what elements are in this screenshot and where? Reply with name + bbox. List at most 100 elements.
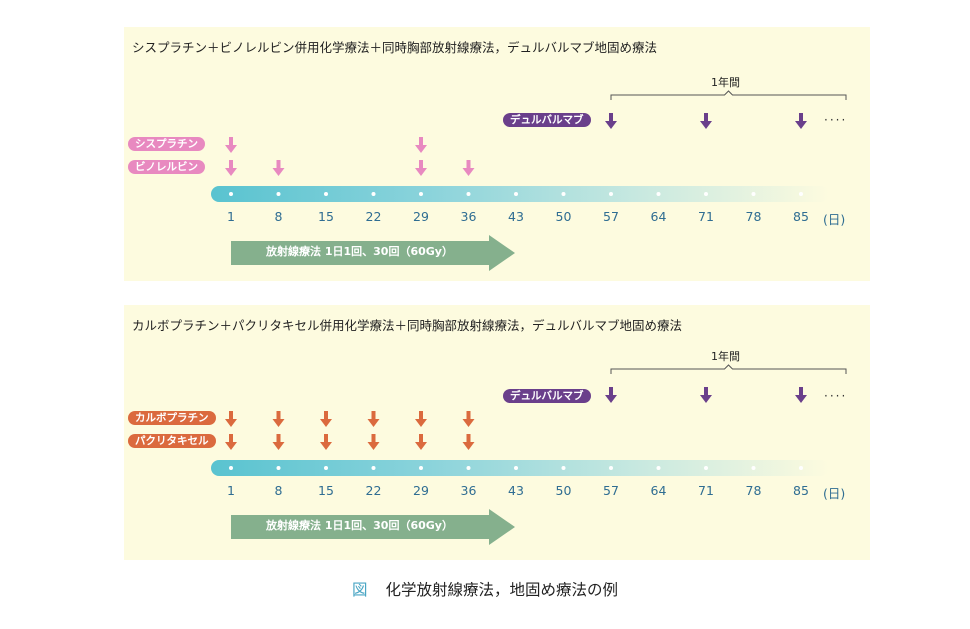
- radiation-period-arrow: [231, 235, 515, 271]
- tick-label: 1: [227, 483, 235, 498]
- radiation-label: 放射線療法 1日1回、30回（60Gy）: [266, 519, 453, 532]
- tick-label: 57: [603, 483, 619, 498]
- continuation-ellipsis: ····: [824, 113, 848, 127]
- timeline-dot: [229, 192, 233, 196]
- tick-label: 15: [318, 209, 334, 224]
- day-unit-label: (日): [823, 486, 846, 501]
- durvalumab-dose-arrow: [795, 387, 807, 403]
- timeline-dot: [561, 466, 566, 470]
- drug-b-dose-arrow: [415, 160, 427, 176]
- figure-label: 図: [351, 581, 368, 599]
- timeline-dot: [514, 466, 518, 470]
- tick-label: 57: [603, 209, 619, 224]
- timeline-dot: [324, 466, 328, 470]
- tick-label: 36: [460, 483, 477, 498]
- tick-label: 43: [508, 483, 524, 498]
- one-year-bracket: [610, 90, 847, 100]
- timeline-dot: [324, 192, 328, 196]
- timeline-dot: [371, 466, 376, 470]
- radiation-label: 放射線療法 1日1回、30回（60Gy）: [266, 245, 453, 258]
- tick-label: 78: [745, 483, 762, 498]
- day-timeline: [211, 186, 829, 202]
- durvalumab-dose-arrow: [700, 387, 712, 403]
- drug-b-dose-arrow: [462, 434, 475, 450]
- timeline-dot: [276, 192, 281, 196]
- durvalumab-dose-arrow: [605, 387, 617, 403]
- timeline-dot: [514, 192, 518, 196]
- tick-label: 50: [555, 209, 572, 224]
- timeline-dot: [799, 466, 803, 470]
- drug-b-dose-arrow: [320, 434, 332, 450]
- tick-label: 29: [413, 209, 429, 224]
- timeline-dot: [371, 192, 376, 196]
- panel-title: シスプラチン＋ビノレルビン併用化学療法＋同時胸部放射線療法，デュルバルマブ地固め…: [132, 40, 658, 55]
- drug-a-dose-arrow: [272, 411, 285, 427]
- drug-a-dose-arrow: [415, 411, 427, 427]
- dose-arrows-overlay: [225, 90, 847, 196]
- drug-b-dose-arrow: [462, 160, 475, 176]
- tick-label: 85: [793, 209, 809, 224]
- tick-label: 50: [555, 483, 572, 498]
- timeline-dot: [799, 192, 803, 196]
- drug-b-dose-arrow: [415, 434, 427, 450]
- timeline-dot: [751, 192, 756, 196]
- year-label: 1年間: [711, 350, 740, 363]
- drug-b-dose-arrow: [225, 160, 237, 176]
- tick-label: 36: [460, 209, 477, 224]
- drug-a-label: シスプラチン: [128, 137, 205, 151]
- drug-a-dose-arrow: [367, 411, 380, 427]
- tick-label: 64: [650, 483, 667, 498]
- timeline-dot: [276, 466, 281, 470]
- tick-label: 22: [365, 209, 382, 224]
- year-label: 1年間: [711, 76, 740, 89]
- timeline-dot: [656, 192, 661, 196]
- tick-label: 71: [698, 209, 714, 224]
- timeline-dot: [466, 466, 471, 470]
- timeline-dot: [704, 192, 708, 196]
- tick-label: 29: [413, 483, 429, 498]
- drug-a-dose-arrow: [415, 137, 427, 153]
- drug-b-label: ビノレルビン: [128, 160, 205, 174]
- drug-a-dose-arrow: [225, 411, 237, 427]
- timeline-dot: [561, 192, 566, 196]
- timeline-dot: [419, 192, 423, 196]
- drug-b-dose-arrow: [225, 434, 237, 450]
- tick-label: 85: [793, 483, 809, 498]
- drug-b-label: パクリタキセル: [128, 434, 216, 448]
- tick-label: 8: [274, 209, 283, 224]
- timeline-dot: [229, 466, 233, 470]
- dose-arrows-overlay: [225, 364, 847, 470]
- panel-title: カルボプラチン＋パクリタキセル併用化学療法＋同時胸部放射線療法，デュルバルマブ地…: [132, 318, 683, 333]
- drug-a-label: カルボプラチン: [128, 411, 216, 425]
- durvalumab-label: デュルバルマブ: [503, 113, 591, 127]
- day-timeline: [211, 460, 829, 476]
- tick-label: 22: [365, 483, 382, 498]
- durvalumab-dose-arrow: [700, 113, 712, 129]
- timeline-dot: [419, 466, 423, 470]
- drug-a-dose-arrow: [462, 411, 475, 427]
- timeline-dot: [751, 466, 756, 470]
- drug-b-dose-arrow: [367, 434, 380, 450]
- figure-caption: 図化学放射線療法，地固め療法の例: [0, 578, 970, 600]
- tick-label: 43: [508, 209, 524, 224]
- tick-label: 64: [650, 209, 667, 224]
- radiation-period-arrow: [231, 509, 515, 545]
- one-year-bracket: [610, 364, 847, 374]
- day-unit-label: (日): [823, 212, 846, 227]
- tick-label: 78: [745, 209, 762, 224]
- tick-label: 71: [698, 483, 714, 498]
- drug-b-dose-arrow: [272, 160, 285, 176]
- durvalumab-dose-arrow: [795, 113, 807, 129]
- timeline-dot: [466, 192, 471, 196]
- regimen-panel-carboplatin-paclitaxel: カルボプラチン＋パクリタキセル併用化学療法＋同時胸部放射線療法，デュルバルマブ地…: [124, 305, 870, 560]
- timeline-dot: [656, 466, 661, 470]
- tick-label: 8: [274, 483, 283, 498]
- regimen-panel-cisplatin-vinorelbine: シスプラチン＋ビノレルビン併用化学療法＋同時胸部放射線療法，デュルバルマブ地固め…: [124, 27, 870, 281]
- timeline-dot: [704, 466, 708, 470]
- timeline-dot: [609, 466, 613, 470]
- drug-b-dose-arrow: [272, 434, 285, 450]
- durvalumab-dose-arrow: [605, 113, 617, 129]
- caption-text: 化学放射線療法，地固め療法の例: [385, 581, 619, 599]
- durvalumab-label: デュルバルマブ: [503, 389, 591, 403]
- tick-label: 15: [318, 483, 334, 498]
